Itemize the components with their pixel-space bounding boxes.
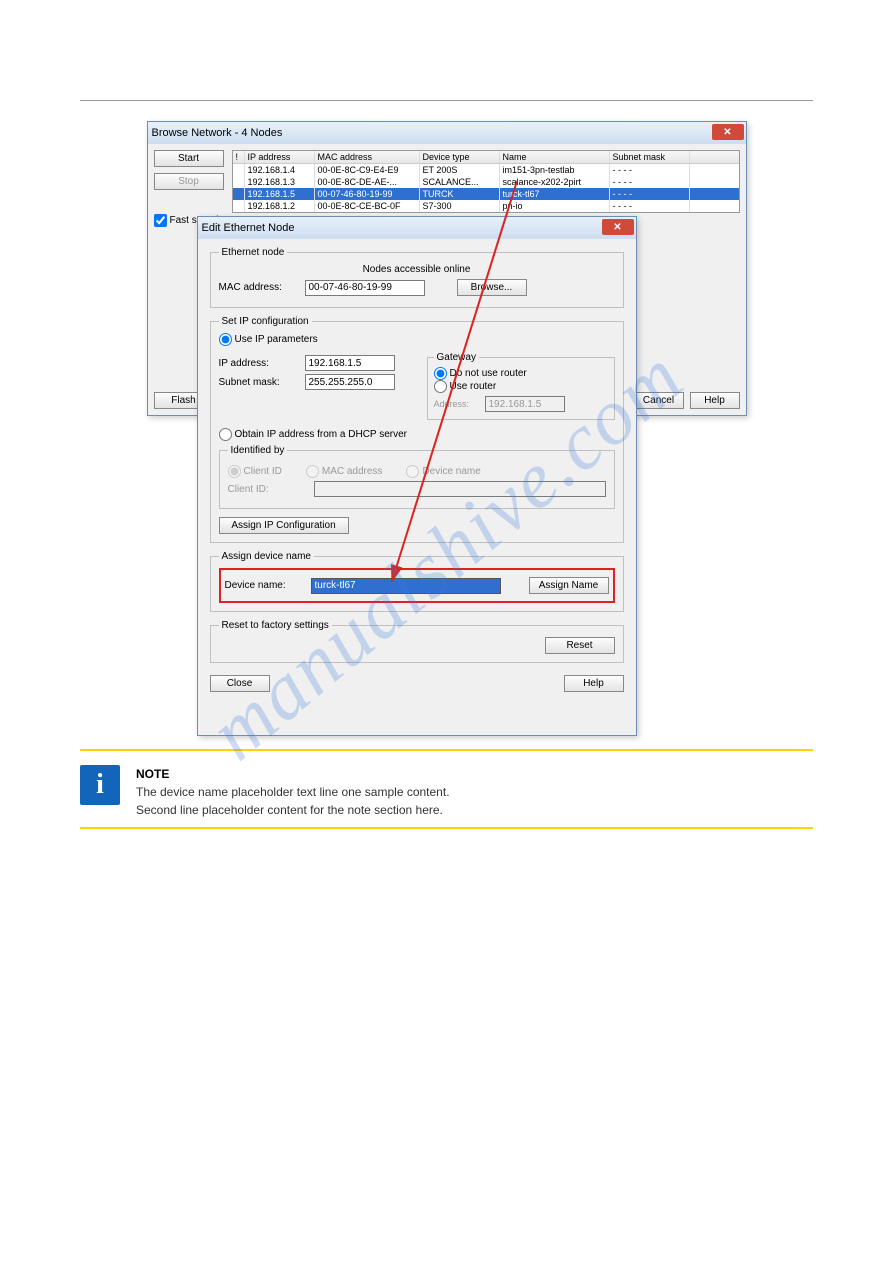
note-line2: Second line placeholder content for the … — [136, 801, 813, 819]
assign-ip-button[interactable]: Assign IP Configuration — [219, 517, 349, 534]
ip-label: IP address: — [219, 358, 299, 369]
close-icon[interactable]: ✕ — [712, 124, 744, 140]
assign-name-group: Assign device name Device name: Assign N… — [210, 551, 624, 612]
gateway-group: Gateway Do not use router Use router Add… — [427, 352, 615, 420]
assign-name-highlight: Device name: Assign Name — [219, 568, 615, 603]
reset-button[interactable]: Reset — [545, 637, 615, 654]
edit-titlebar: Edit Ethernet Node ✕ — [198, 217, 636, 239]
stop-button[interactable]: Stop — [154, 173, 224, 190]
edit-title: Edit Ethernet Node — [202, 222, 295, 234]
browse-title: Browse Network - 4 Nodes — [152, 127, 283, 139]
ip-input[interactable] — [305, 355, 395, 371]
assign-name-button[interactable]: Assign Name — [529, 577, 609, 594]
close-button[interactable]: Close — [210, 675, 270, 692]
no-router-radio[interactable]: Do not use router — [434, 367, 608, 380]
top-rule — [80, 100, 813, 101]
client-id-input — [314, 481, 606, 497]
start-button[interactable]: Start — [154, 150, 224, 167]
identified-legend: Identified by — [228, 445, 288, 456]
table-row[interactable]: 192.168.1.500-07-46-80-19-99TURCKturck-t… — [233, 188, 739, 200]
screenshot-region: Browse Network - 4 Nodes ✕ Start Stop Fa… — [127, 121, 767, 741]
assign-name-legend: Assign device name — [219, 551, 315, 562]
edit-help-button[interactable]: Help — [564, 675, 624, 692]
subnet-label: Subnet mask: — [219, 377, 299, 388]
ethernet-node-group: Ethernet node Nodes accessible online MA… — [210, 247, 624, 308]
close-icon[interactable]: ✕ — [602, 219, 634, 235]
browse-button[interactable]: Browse... — [457, 279, 527, 296]
col-type: Device type — [420, 151, 500, 163]
table-row[interactable]: 192.168.1.300-0E-8C-DE-AE-...SCALANCE...… — [233, 176, 739, 188]
client-id-label: Client ID: — [228, 484, 308, 495]
note-line1: The device name placeholder text line on… — [136, 783, 813, 801]
use-ip-params-radio[interactable]: Use IP parameters — [219, 333, 615, 346]
note-block: i NOTE The device name placeholder text … — [80, 765, 813, 819]
table-row[interactable]: 192.168.1.400-0E-8C-C9-E4-E9ET 200Sim151… — [233, 164, 739, 176]
col-mask: Subnet mask — [610, 151, 690, 163]
router-addr-label: Address: — [434, 399, 479, 409]
subnet-input[interactable] — [305, 374, 395, 390]
col-bang: ! — [233, 151, 245, 163]
table-header: ! IP address MAC address Device type Nam… — [233, 151, 739, 164]
reset-group: Reset to factory settings Reset — [210, 620, 624, 663]
browse-titlebar: Browse Network - 4 Nodes ✕ — [148, 122, 746, 144]
gateway-legend: Gateway — [434, 352, 479, 363]
mac-label: MAC address: — [219, 282, 299, 293]
note-title: NOTE — [136, 765, 813, 783]
col-ip: IP address — [245, 151, 315, 163]
client-id-radio: Client ID — [228, 465, 282, 478]
info-icon: i — [80, 765, 120, 805]
ip-config-group: Set IP configuration Use IP parameters I… — [210, 316, 624, 543]
mac-addr-radio: MAC address — [306, 465, 383, 478]
help-button[interactable]: Help — [690, 392, 740, 409]
identified-group: Identified by Client ID MAC address Devi… — [219, 445, 615, 509]
mac-input[interactable] — [305, 280, 425, 296]
device-name-label: Device name: — [225, 580, 305, 591]
cancel-button[interactable]: Cancel — [634, 392, 684, 409]
col-name: Name — [500, 151, 610, 163]
nodes-online-label: Nodes accessible online — [219, 264, 615, 275]
edit-window: Edit Ethernet Node ✕ Ethernet node Nodes… — [197, 216, 637, 736]
table-row[interactable]: 192.168.1.200-0E-8C-CE-BC-0FS7-300pn-io-… — [233, 200, 739, 212]
router-addr-input — [485, 396, 565, 412]
use-router-radio[interactable]: Use router — [434, 380, 608, 393]
yellow-rule-top — [80, 749, 813, 751]
device-name-radio: Device name — [406, 465, 480, 478]
ip-config-legend: Set IP configuration — [219, 316, 312, 327]
yellow-rule-bottom — [80, 827, 813, 829]
ethernet-legend: Ethernet node — [219, 247, 288, 258]
device-name-input[interactable] — [311, 578, 501, 594]
reset-legend: Reset to factory settings — [219, 620, 332, 631]
col-mac: MAC address — [315, 151, 420, 163]
dhcp-radio[interactable]: Obtain IP address from a DHCP server — [219, 428, 615, 441]
nodes-table: ! IP address MAC address Device type Nam… — [232, 150, 740, 213]
